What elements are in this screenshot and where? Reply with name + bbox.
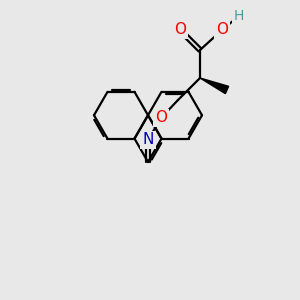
Text: O: O: [216, 22, 228, 38]
Text: O: O: [174, 22, 186, 38]
Text: O: O: [155, 110, 167, 125]
Text: H: H: [234, 9, 244, 23]
Text: N: N: [142, 133, 154, 148]
Polygon shape: [200, 78, 229, 94]
